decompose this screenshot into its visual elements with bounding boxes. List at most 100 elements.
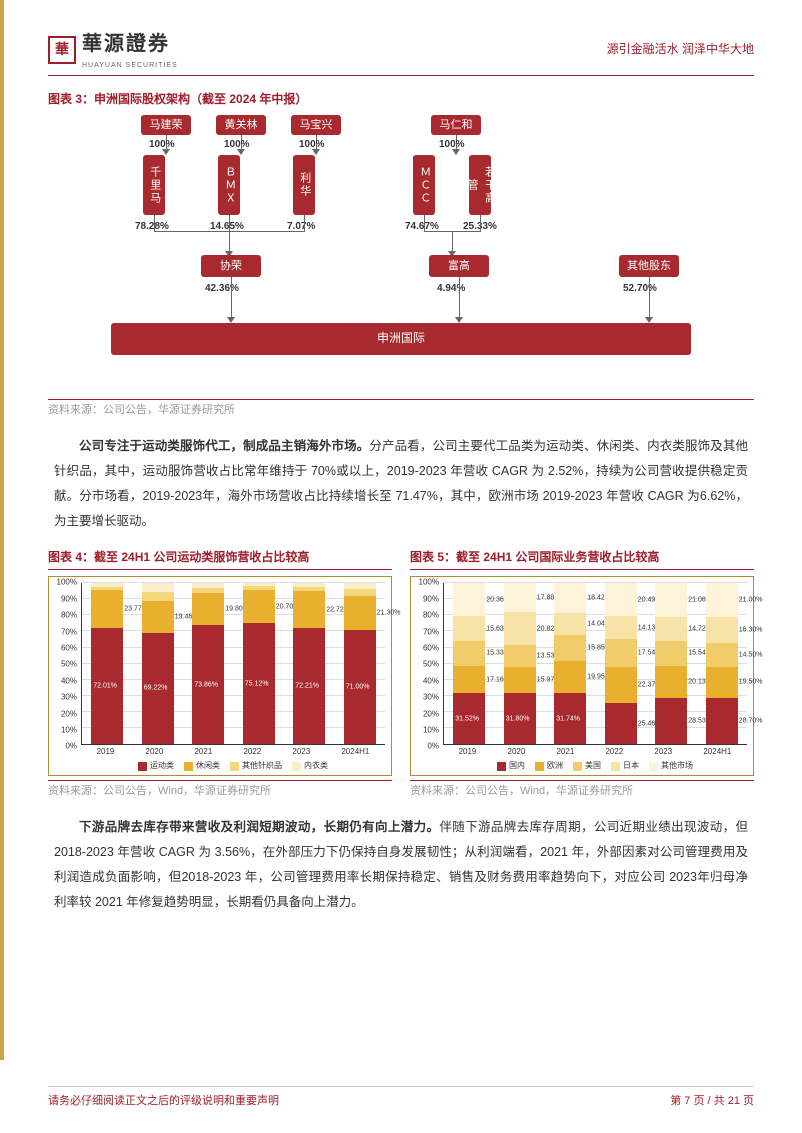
bar-value-label: 31.52% [455,713,479,724]
org-pct-label: 100% [149,137,175,153]
bar-value-label: 19.50% [739,677,763,688]
legend-item: 运动类 [138,760,174,773]
bar-segment: 69.22% [142,633,174,744]
legend-label: 休闲类 [196,760,220,773]
org-chart-title: 图表 3：申洲国际股权架构（截至 2024 年中报） [48,90,754,109]
plot-area: 31.52%17.16%15.33%15.63%20.36%31.80%15.9… [443,583,747,745]
chart4: 0%10%20%30%40%50%60%70%80%90%100% 72.01% 2… [48,576,392,776]
bar-segment: 72.21% [293,628,325,744]
bar-segment: 22.37% [605,667,637,703]
bar-stack: 25.46%22.37%17.54%14.13%20.49% [605,583,637,744]
bar-segment [344,583,376,589]
legend-label: 国内 [509,760,525,773]
org-connector [231,277,232,317]
y-tick: 60% [423,642,439,655]
x-tick: 2020 [146,746,164,759]
legend-swatch [230,762,239,771]
bar-segment: 75.12% [243,623,275,744]
org-connector [649,277,650,317]
org-pct-label: 100% [299,137,325,153]
bar-value-label: 73.86% [194,679,218,690]
legend-swatch [611,762,620,771]
legend-label: 其他市场 [661,760,693,773]
chart5: 0%10%20%30%40%50%60%70%80%90%100%31.52%1… [410,576,754,776]
bars-row: 31.52%17.16%15.33%15.63%20.36%31.80%15.9… [444,583,747,744]
legend-item: 休闲类 [184,760,220,773]
x-tick: 2024H1 [341,746,369,759]
y-axis: 0%10%20%30%40%50%60%70%80%90%100% [51,583,79,747]
bar-segment [142,583,174,592]
legend-item: 日本 [611,760,639,773]
chart5-title: 图表 5：截至 24H1 公司国际业务营收占比较高 [410,548,754,570]
logo-sub: HUAYUAN SECURITIES [82,60,178,71]
bar-segment [344,589,376,595]
org-pct-label: 7.07% [287,219,315,235]
org-pct-label: 52.70% [623,281,657,297]
bar-segment: 14.72% [655,617,687,641]
x-tick: 2023 [654,746,672,759]
legend-swatch [535,762,544,771]
bar-segment: 22.72% [293,591,325,628]
bar-segment [293,587,325,591]
bar-value-label: 31.74% [556,713,580,724]
bar-segment: 23.77% [91,590,123,628]
paragraph-2: 下游品牌去库存带来营收及利润短期波动，长期仍有向上潜力。伴随下游品牌去库存周期，… [48,815,754,915]
y-tick: 80% [423,610,439,623]
org-pct-label: 100% [439,137,465,153]
org-connector [452,231,453,251]
bar-segment: 14.13% [605,616,637,639]
bar-value-label: 21.30% [377,607,401,618]
org-pct-label: 14.65% [210,219,244,235]
bar-value-label: 72.01% [93,681,117,692]
y-tick: 10% [423,724,439,737]
bar-segment: 13.53% [504,645,536,667]
bar-stack: 75.12%20.70% [243,583,275,744]
y-tick: 40% [61,675,77,688]
bar-segment: 28.70% [706,698,738,744]
bar-segment [91,583,123,587]
legend-item: 其他市场 [649,760,693,773]
bar-segment: 20.70% [243,590,275,623]
org-pct-label: 100% [224,137,250,153]
legend-label: 欧洲 [547,760,563,773]
bar-segment: 31.80% [504,693,536,744]
bar-stack: 31.74%19.95%15.85%14.04%18.42% [554,583,586,744]
bar-segment: 20.82% [504,612,536,646]
footer-page: 第 7 页 / 共 21 页 [670,1093,754,1111]
chart-legend: 运动类休闲类其他针织品内衣类 [81,760,385,773]
x-tick: 2020 [508,746,526,759]
org-connector [459,277,460,317]
chart4-col: 图表 4：截至 24H1 公司运动类服饰营收占比较高 0%10%20%30%40… [48,548,392,801]
bar-segment: 19.80% [192,593,224,625]
bar-segment [243,583,275,586]
bar-segment: 18.42% [554,583,586,613]
bar-segment: 17.54% [605,639,637,667]
y-tick: 30% [423,692,439,705]
bar-segment: 20.13% [655,666,687,698]
legend-label: 其他针织品 [242,760,282,773]
bar-segment: 15.63% [453,616,485,641]
org-node: 马建荣 [141,115,191,135]
org-final: 申洲国际 [111,323,691,354]
bar-segment: 15.97% [504,667,536,693]
logo-icon: 華 [48,36,76,64]
org-node: ＢＭＸ [218,155,240,215]
org-node: 若干高管 [469,155,491,215]
bar-segment [293,583,325,587]
bar-segment: 20.36% [453,583,485,616]
bar-segment [192,583,224,588]
legend-label: 美国 [585,760,601,773]
org-chart-source: 资料来源：公司公告，华源证券研究所 [48,399,754,420]
legend-swatch [138,762,147,771]
y-tick: 10% [61,724,77,737]
logo-main: 華源證券 [82,28,178,60]
bar-stack: 28.70%19.50%14.50%16.30%21.00% [706,583,738,744]
x-tick: 2023 [292,746,310,759]
bar-stack: 69.22%19.46% [142,583,174,744]
legend-swatch [573,762,582,771]
bar-segment: 25.46% [605,703,637,744]
bar-segment: 19.46% [142,601,174,632]
x-axis: 201920202021202220232024H1 [81,746,385,759]
bar-value-label: 71.00% [346,681,370,692]
bar-segment: 15.85% [554,635,586,661]
